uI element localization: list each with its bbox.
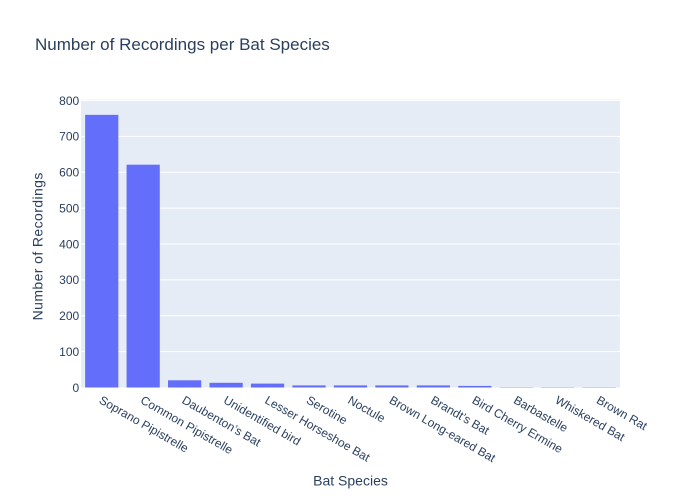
- svg-text:200: 200: [59, 309, 79, 323]
- svg-text:400: 400: [59, 237, 79, 251]
- svg-text:600: 600: [59, 166, 79, 180]
- svg-text:800: 800: [59, 94, 79, 108]
- svg-text:Number of Recordings: Number of Recordings: [30, 172, 46, 320]
- svg-text:Number of Recordings per Bat S: Number of Recordings per Bat Species: [35, 35, 330, 54]
- svg-text:300: 300: [59, 273, 79, 287]
- svg-text:100: 100: [59, 345, 79, 359]
- svg-text:700: 700: [59, 130, 79, 144]
- svg-text:Bat Species: Bat Species: [313, 473, 388, 489]
- svg-text:500: 500: [59, 201, 79, 215]
- svg-text:0: 0: [73, 381, 80, 395]
